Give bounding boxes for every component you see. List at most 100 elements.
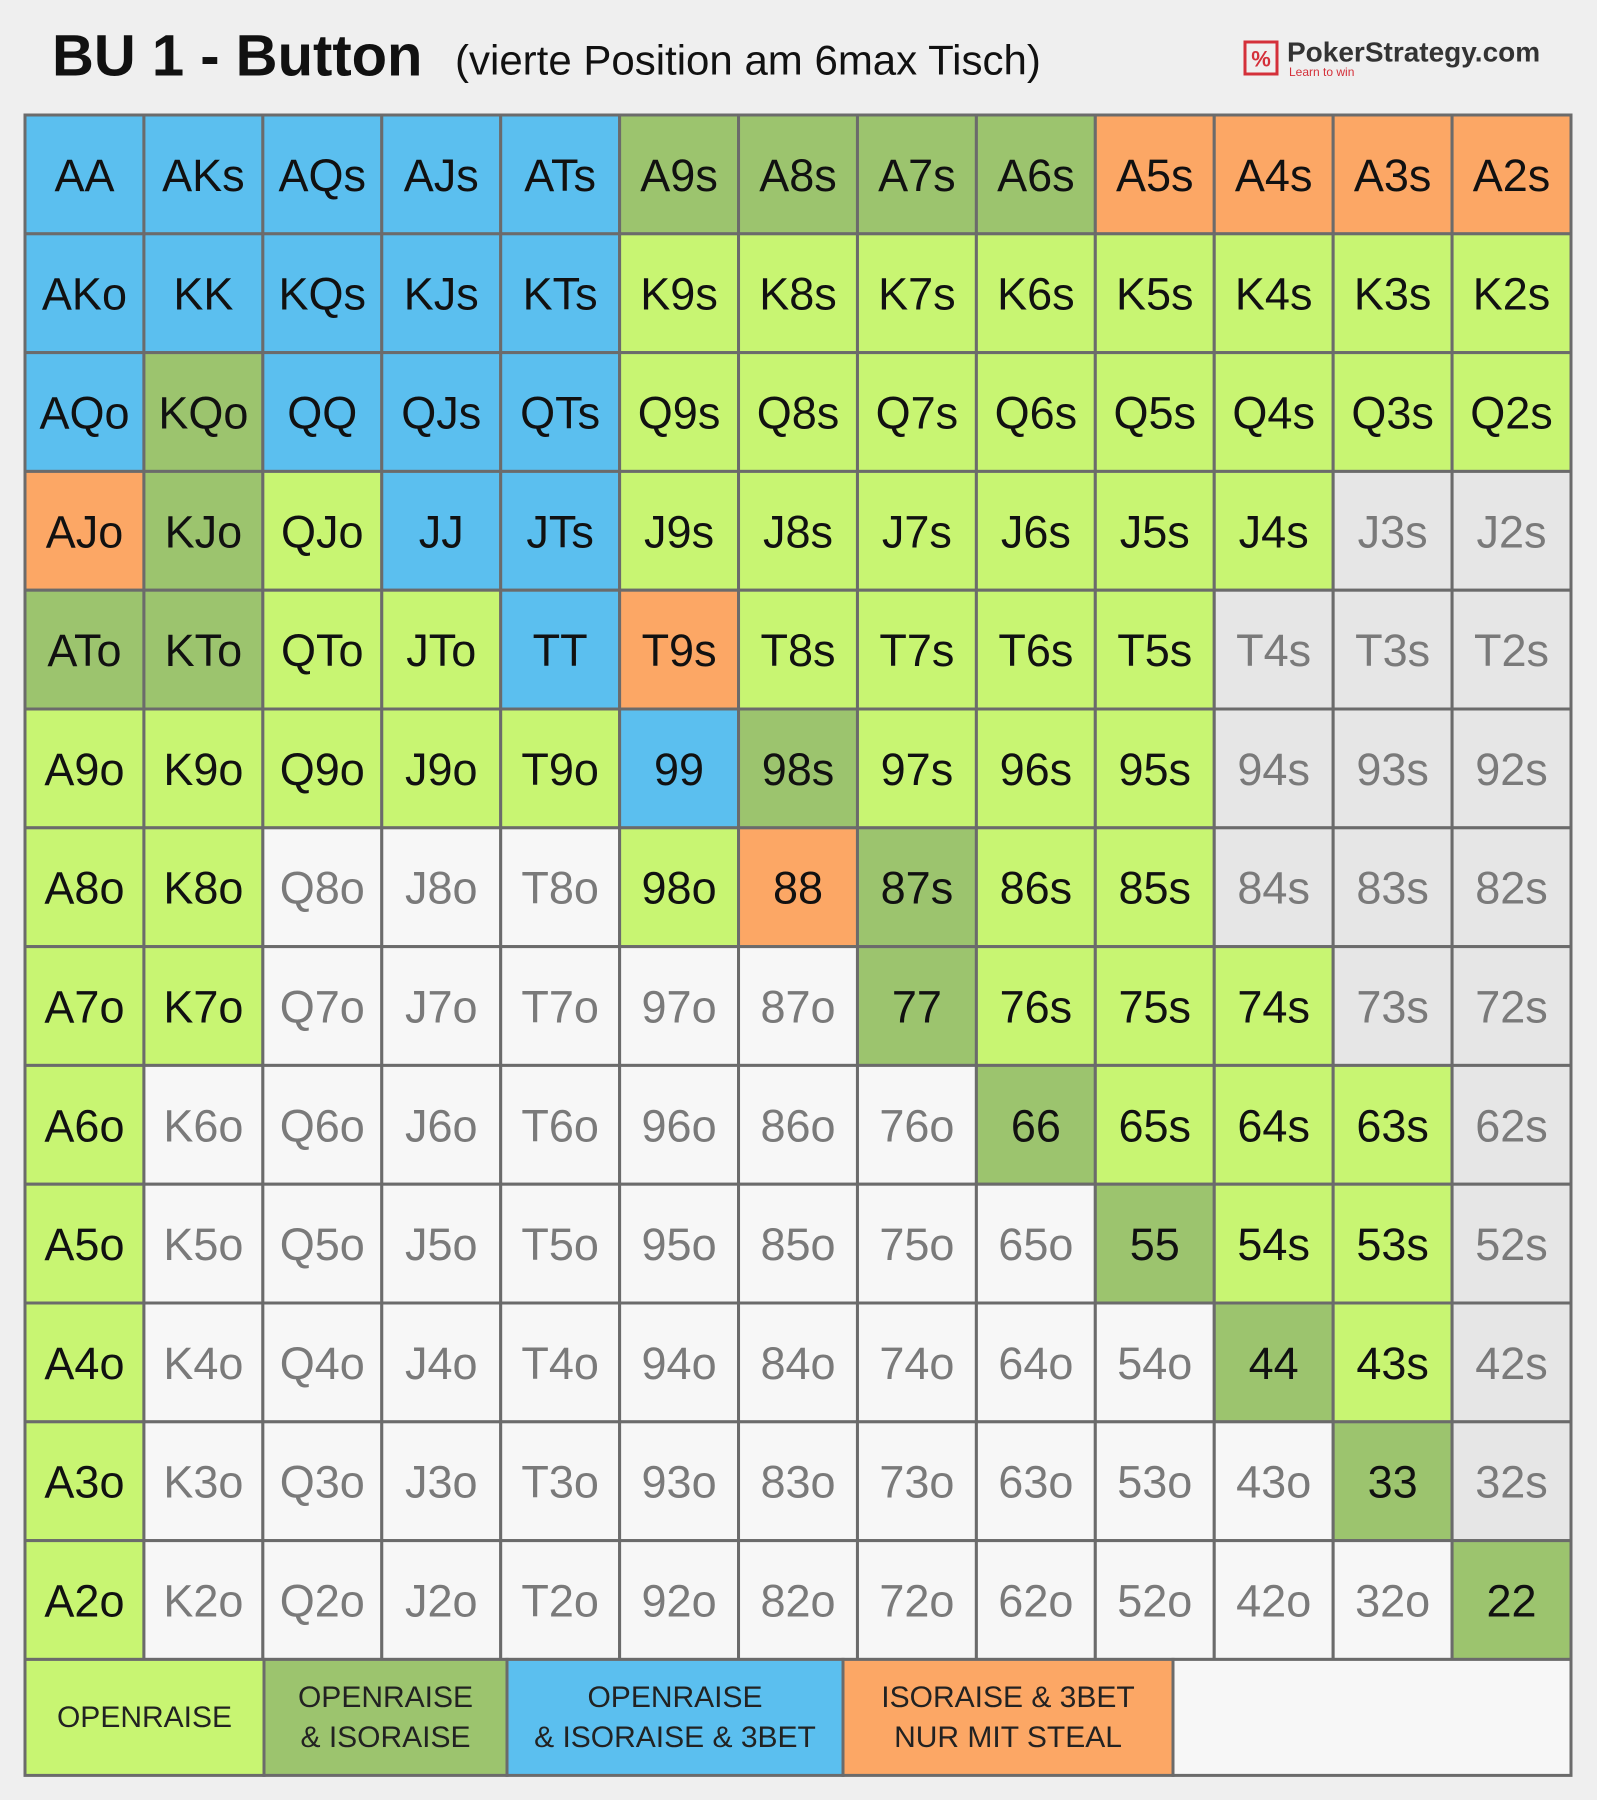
cell-label: 87s (881, 863, 954, 914)
cell (1093, 1063, 1216, 1186)
cell (1331, 945, 1454, 1067)
logo-brand: PokerStrategy.com (1287, 37, 1540, 68)
cell-label: QTo (281, 625, 364, 676)
cell-label: 88 (773, 863, 823, 914)
cell-label: K3s (1354, 269, 1432, 320)
cell-label: K4s (1235, 269, 1313, 320)
cell-label: KJs (404, 269, 479, 320)
cell (618, 469, 741, 592)
cell-label: J5s (1120, 506, 1190, 557)
cell (380, 1539, 503, 1661)
cell (1093, 351, 1216, 473)
cell-label: 84s (1237, 863, 1310, 914)
cell (1450, 707, 1573, 830)
cell (23, 1182, 146, 1305)
cell (1212, 1182, 1335, 1305)
cell-label: T6o (521, 1100, 599, 1151)
cell (380, 1182, 503, 1305)
cell-label: 98o (642, 863, 717, 914)
cell (855, 707, 978, 830)
cell-label: AKo (42, 269, 127, 320)
legend-box (841, 1657, 1175, 1777)
cell (261, 1301, 384, 1424)
cell-label: Q4o (280, 1338, 365, 1389)
cell-label: A6s (997, 150, 1075, 201)
cell-label: AQs (279, 150, 367, 201)
cell (261, 232, 384, 355)
cell-label: A8o (44, 863, 124, 914)
cell-label: 54o (1117, 1338, 1192, 1389)
cell (737, 1063, 859, 1186)
cell (1212, 1539, 1335, 1661)
cell-label: 99 (654, 744, 704, 795)
cell-label: ATo (47, 625, 121, 676)
cell-label: 53o (1117, 1457, 1192, 1508)
cell-label: 62o (998, 1576, 1073, 1627)
cell-label: 76s (1000, 982, 1073, 1033)
cell (380, 1420, 503, 1543)
cell (142, 469, 265, 592)
cell-label: 95s (1118, 744, 1191, 795)
cell-label: Q3s (1351, 388, 1434, 439)
cell (499, 1063, 622, 1186)
cell (974, 707, 1097, 830)
cell-label: K8s (759, 269, 837, 320)
cell-label: K4o (163, 1338, 243, 1389)
cell (261, 1182, 384, 1305)
cell (1212, 1063, 1335, 1186)
cell-label: Q7o (280, 982, 365, 1033)
legend-box-empty (1171, 1657, 1573, 1777)
cell-label: T9s (642, 625, 717, 676)
cell-label: 32o (1355, 1576, 1430, 1627)
cell-label: A3o (44, 1457, 124, 1508)
cell-label: 73o (879, 1457, 954, 1508)
cell-label: AKs (162, 150, 245, 201)
cell-label: 83o (760, 1457, 835, 1508)
cell-label: 96s (1000, 744, 1073, 795)
cell (23, 707, 146, 830)
cell (1331, 1301, 1454, 1424)
cell-label: J8s (763, 506, 833, 557)
cell (1331, 826, 1454, 949)
cell-label: 42s (1475, 1338, 1548, 1389)
cell (974, 469, 1097, 592)
cell (1450, 588, 1573, 711)
cell (1093, 1182, 1216, 1305)
cell-label: T3s (1355, 625, 1430, 676)
cell-label: 62s (1475, 1100, 1548, 1151)
cell-label: A5o (44, 1219, 124, 1270)
cell-label: A4s (1235, 150, 1313, 201)
cell (499, 469, 622, 592)
cell (1093, 469, 1216, 592)
cell-label: 73s (1356, 982, 1429, 1033)
cell-label: J8o (405, 863, 478, 914)
legend: OPENRAISE OPENRAISE & ISORAISE OPENRAISE & I… (23, 1657, 1573, 1777)
cell (499, 826, 622, 949)
legend-text: & ISORAISE (300, 1721, 470, 1754)
cell-label: Q2o (280, 1576, 365, 1627)
cell-label: QTs (520, 388, 600, 439)
cell-label: A5s (1116, 150, 1194, 201)
cell-label: Q5s (1114, 388, 1197, 439)
cell-label: TT (533, 625, 588, 676)
cell (261, 1539, 384, 1661)
cell-label: 97s (881, 744, 954, 795)
cell (23, 113, 146, 236)
cell-label: T8s (760, 625, 835, 676)
cell (737, 469, 859, 592)
cell-label: K5s (1116, 269, 1194, 320)
cell (499, 945, 622, 1067)
cell (142, 588, 265, 711)
cell (261, 588, 384, 711)
cell (1212, 1301, 1335, 1424)
cell-label: 93o (642, 1457, 717, 1508)
cell-label: K9o (163, 744, 243, 795)
cell-label: Q3o (280, 1457, 365, 1508)
cell (1212, 113, 1335, 236)
cell-label: T8o (521, 863, 599, 914)
cell-label: K7o (163, 982, 243, 1033)
cell (1212, 1420, 1335, 1543)
cell (1093, 826, 1216, 949)
cell (974, 232, 1097, 355)
cell (1450, 469, 1573, 592)
